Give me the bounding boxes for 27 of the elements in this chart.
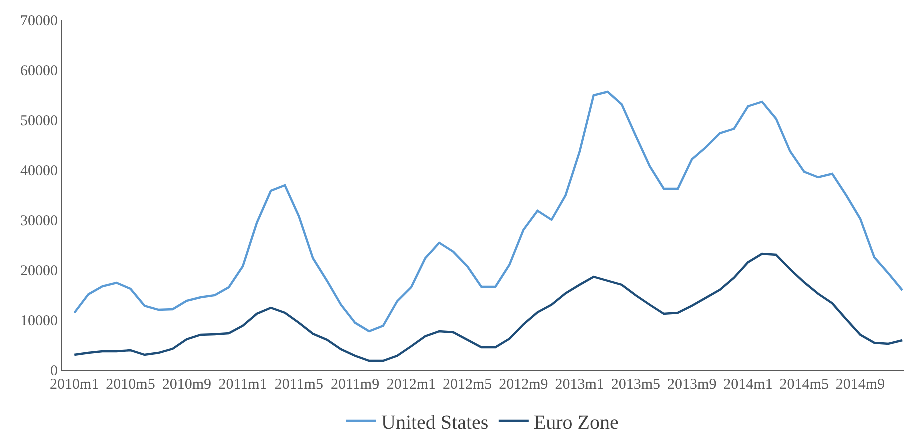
x-tick-label: 2014m9 [836,377,886,393]
x-tick-label: 2013m9 [668,377,717,393]
x-tick-label: 2013m5 [611,377,661,393]
x-tick-label: 2010m9 [162,377,212,393]
y-tick-label: 30000 [20,213,58,230]
x-tick-label: 2010m5 [106,377,156,393]
x-tick-label: 2014m1 [724,377,773,393]
y-tick-label: 60000 [20,63,58,80]
x-tick-label: 2011m5 [274,377,324,393]
x-tick-label: 2012m1 [386,377,436,393]
x-tick-label: 2011m1 [218,377,268,393]
legend-label: United States [382,412,489,434]
x-tick-label: 2012m9 [499,377,548,393]
y-tick-label: 40000 [20,163,58,180]
x-tick-label: 2012m5 [442,377,492,393]
x-tick-label: 2010m1 [50,377,100,393]
legend-label: Euro Zone [534,412,620,434]
y-tick-label: 10000 [20,313,58,330]
y-tick-label: 70000 [20,13,58,30]
y-tick-label: 50000 [20,113,58,130]
line-series [74,252,904,362]
x-tick-label: 2011m9 [330,377,380,393]
line-series [74,90,904,333]
x-tick-label: 2014m5 [780,377,829,393]
y-tick-label: 20000 [20,263,58,280]
y-tick-label: 0 [50,363,58,380]
x-tick-label: 2013m1 [555,377,604,393]
